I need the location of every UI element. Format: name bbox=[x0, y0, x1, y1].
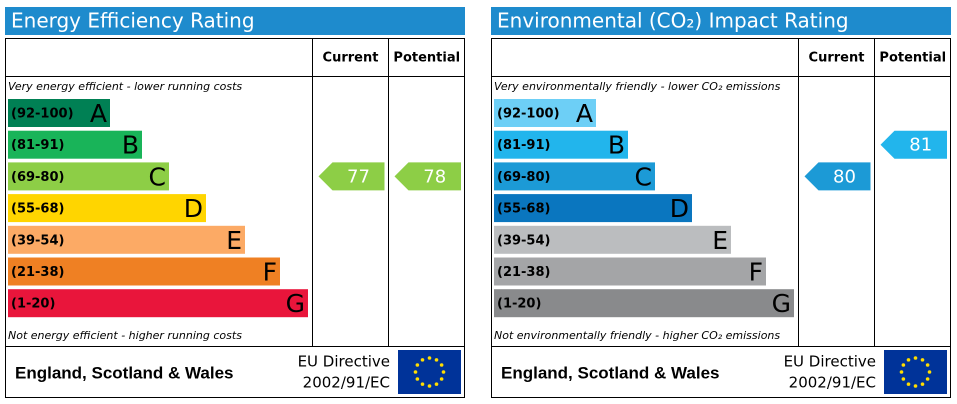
rating-band bbox=[8, 99, 110, 127]
rating-value: 77 bbox=[347, 166, 370, 187]
eu-star bbox=[415, 377, 420, 381]
band-letter: F bbox=[749, 258, 763, 287]
eu-star bbox=[420, 382, 425, 386]
rating-value: 78 bbox=[423, 166, 446, 187]
column-header: Current bbox=[809, 51, 865, 66]
eu-star bbox=[434, 358, 439, 362]
band-range: (69-80) bbox=[497, 170, 550, 185]
band-range: (1-20) bbox=[11, 297, 55, 312]
note: Not environmentally friendly - higher CO… bbox=[494, 329, 780, 342]
band-range: (55-68) bbox=[11, 202, 64, 217]
band-letter: B bbox=[122, 131, 139, 160]
band-letter: C bbox=[149, 162, 166, 191]
band-range: (1-20) bbox=[497, 297, 541, 312]
rating-band bbox=[494, 257, 766, 286]
band-range: (55-68) bbox=[497, 202, 550, 217]
frame bbox=[491, 38, 951, 398]
rating-band bbox=[494, 194, 692, 223]
rating-band bbox=[8, 162, 169, 191]
eu-star bbox=[927, 370, 932, 374]
eu-star bbox=[439, 377, 444, 381]
band-letter: E bbox=[226, 226, 242, 255]
eu-star bbox=[415, 363, 420, 367]
rating-arrow bbox=[318, 162, 385, 191]
band-letter: D bbox=[670, 194, 689, 223]
rating-band bbox=[494, 162, 655, 191]
rating-arrow bbox=[880, 130, 947, 159]
footer-directive: EU Directive bbox=[298, 353, 390, 371]
rating-band bbox=[8, 225, 245, 254]
band-range: (21-38) bbox=[11, 265, 64, 280]
panel-title: Environmental (CO₂) Impact Rating bbox=[497, 9, 849, 33]
band-range: (21-38) bbox=[497, 265, 550, 280]
band-letter: G bbox=[772, 289, 791, 318]
band-letter: A bbox=[576, 99, 593, 128]
rating-band bbox=[494, 289, 794, 318]
column-header: Potential bbox=[879, 51, 946, 66]
eu-star bbox=[920, 382, 925, 386]
rating-band bbox=[8, 257, 280, 286]
eu-star bbox=[439, 363, 444, 367]
rating-band bbox=[494, 225, 731, 254]
band-range: (69-80) bbox=[11, 170, 64, 185]
footer-directive-code: 2002/91/EC bbox=[303, 374, 390, 392]
rating-arrow bbox=[394, 162, 461, 191]
band-letter: D bbox=[184, 194, 203, 223]
rating-band bbox=[8, 130, 142, 159]
eu-star bbox=[420, 358, 425, 362]
rating-value: 80 bbox=[833, 166, 856, 187]
note: Very environmentally friendly - lower CO… bbox=[494, 80, 781, 93]
eu-star bbox=[413, 370, 418, 374]
band-range: (39-54) bbox=[497, 233, 550, 248]
band-range: (81-91) bbox=[497, 138, 550, 153]
eu-star bbox=[434, 382, 439, 386]
band-range: (81-91) bbox=[11, 138, 64, 153]
column-header: Potential bbox=[393, 51, 460, 66]
note: Not energy efficient - higher running co… bbox=[8, 329, 242, 342]
band-range: (92-100) bbox=[11, 107, 74, 122]
eu-star bbox=[906, 358, 911, 362]
band-range: (92-100) bbox=[497, 107, 560, 122]
eu-star bbox=[913, 384, 918, 388]
frame bbox=[5, 38, 465, 398]
eu-star bbox=[901, 377, 906, 381]
column-header: Current bbox=[323, 51, 379, 66]
rating-arrow bbox=[804, 162, 871, 191]
footer-directive: EU Directive bbox=[784, 353, 876, 371]
footer-region: England, Scotland & Wales bbox=[501, 363, 720, 382]
band-letter: B bbox=[608, 131, 625, 160]
eu-star bbox=[925, 377, 930, 381]
eu-star bbox=[925, 363, 930, 367]
eu-star bbox=[913, 356, 918, 360]
title-bar bbox=[5, 7, 465, 35]
eu-star bbox=[920, 358, 925, 362]
band-letter: E bbox=[712, 226, 728, 255]
eu-star bbox=[427, 384, 432, 388]
rating-band bbox=[8, 194, 206, 223]
eu-star bbox=[906, 382, 911, 386]
eu-star bbox=[427, 356, 432, 360]
eu-star bbox=[441, 370, 446, 374]
eu-star bbox=[901, 363, 906, 367]
rating-band bbox=[494, 99, 596, 127]
band-letter: A bbox=[90, 99, 107, 128]
band-range: (39-54) bbox=[11, 233, 64, 248]
title-bar bbox=[491, 7, 951, 35]
rating-band bbox=[494, 130, 628, 159]
footer-region: England, Scotland & Wales bbox=[15, 363, 234, 382]
note: Very energy efficient - lower running co… bbox=[8, 80, 242, 93]
band-letter: G bbox=[286, 289, 305, 318]
band-letter: F bbox=[263, 258, 277, 287]
eu-star bbox=[899, 370, 904, 374]
footer-directive-code: 2002/91/EC bbox=[789, 374, 876, 392]
rating-band bbox=[8, 289, 308, 318]
rating-value: 81 bbox=[909, 135, 932, 156]
band-letter: C bbox=[635, 162, 652, 191]
panel-title: Energy Efficiency Rating bbox=[11, 9, 255, 33]
